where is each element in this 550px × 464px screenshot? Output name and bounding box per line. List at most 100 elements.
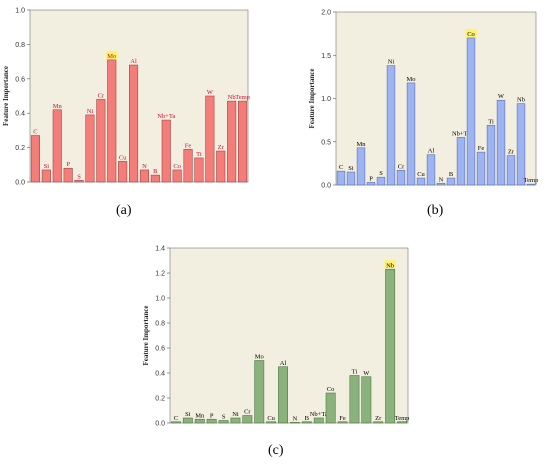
bar — [128, 64, 139, 183]
bar — [237, 100, 248, 183]
y-tick-label: 0.0 — [155, 421, 165, 428]
bar — [107, 59, 117, 183]
bar-label: Zr — [375, 415, 382, 422]
bar-label: Co — [467, 31, 475, 38]
bar-label: Temp — [395, 415, 410, 422]
bar — [346, 171, 356, 186]
bar-label: C — [339, 164, 343, 171]
bar — [150, 174, 160, 183]
bar-label: Si — [185, 411, 191, 418]
bar-label: C — [174, 415, 178, 422]
bar — [161, 119, 171, 183]
bar-label: Ni — [232, 411, 239, 418]
bar — [356, 147, 366, 186]
bar — [349, 375, 360, 424]
bar-label: Si — [44, 163, 50, 170]
bar — [396, 169, 406, 186]
bar — [118, 161, 128, 183]
bar-label: Ni — [87, 108, 94, 115]
bar — [218, 420, 229, 424]
bar-label: S — [379, 170, 383, 177]
caption-c: (c) — [268, 443, 284, 458]
bar — [366, 182, 376, 186]
bar — [254, 360, 265, 424]
bar — [41, 169, 51, 183]
bar-label: B — [449, 171, 454, 178]
bar-label: Co — [327, 386, 335, 393]
bar-label: Fe — [339, 415, 346, 422]
bar-label: C — [33, 129, 37, 136]
highlight-marker — [106, 50, 118, 59]
bar — [506, 155, 516, 186]
bar — [85, 114, 95, 183]
bar-label: Mo — [255, 354, 264, 361]
bar — [406, 82, 416, 186]
bar-label: Al — [130, 58, 137, 65]
bar-label: Ti — [196, 151, 202, 158]
y-tick-label: 1.4 — [155, 246, 165, 253]
bar-label: Si — [348, 165, 354, 172]
bar — [182, 417, 193, 424]
bar-label: S — [222, 414, 226, 421]
bar — [52, 109, 62, 183]
y-tick-label: 2.0 — [321, 10, 331, 17]
bar-label: Nb+Ta — [452, 130, 470, 137]
y-tick-label: 0.5 — [321, 139, 331, 146]
bar-label: P — [210, 412, 214, 419]
bar — [526, 183, 536, 186]
bar — [436, 182, 446, 186]
bar — [446, 177, 456, 186]
bar-label: N — [142, 163, 147, 170]
bar-label: Cr — [244, 409, 251, 416]
y-tick-label: 0.0 — [15, 180, 25, 187]
y-tick-label: 0.4 — [155, 371, 165, 378]
bar — [266, 421, 277, 424]
bar — [278, 366, 288, 424]
bar — [361, 376, 372, 424]
bar — [96, 99, 106, 183]
y-tick-label: 1.0 — [15, 8, 25, 15]
bar — [171, 421, 181, 424]
bar — [194, 418, 205, 424]
bar — [456, 137, 466, 186]
bar — [426, 154, 436, 186]
bar — [74, 179, 84, 183]
bar-label: Fe — [478, 145, 485, 152]
y-axis-label: Feature Importance — [2, 66, 10, 126]
bar-label: Mn — [53, 103, 63, 110]
bar-label: Cu — [417, 171, 425, 178]
y-tick-label: 0.8 — [155, 321, 165, 328]
bar-label: B — [153, 168, 158, 175]
y-tick-label: 0.6 — [15, 76, 25, 83]
bar-label: Mn — [195, 412, 205, 419]
plot-area — [169, 247, 409, 424]
bar-label: N — [293, 415, 298, 422]
caption-a: (a) — [116, 203, 132, 218]
panel-a: 0.0 0.2 0.4 0.6 0.8 1.0 Feature Importance C Si M… — [0, 0, 255, 200]
bar — [172, 169, 182, 183]
bar-label: W — [498, 93, 505, 100]
y-tick-label: 0.4 — [15, 111, 25, 118]
bar-label: Temp — [235, 94, 250, 101]
bar — [376, 176, 386, 186]
chart-c: 0.0 0.2 0.4 0.6 0.8 1.0 1.2 1.4 Feature Importan… — [142, 246, 410, 428]
bar — [313, 417, 324, 424]
bar-label: P — [66, 161, 70, 168]
bar — [337, 421, 348, 424]
bar-label: P — [369, 175, 373, 182]
bar-label: S — [77, 173, 81, 180]
bar-label: W — [363, 370, 370, 377]
bar-label: Mn — [356, 141, 366, 148]
y-axis-label: Feature Importance — [142, 306, 150, 366]
bar — [496, 99, 506, 186]
highlight-marker — [465, 28, 477, 37]
bar — [206, 418, 217, 424]
bar-label: Nb+Ta — [310, 411, 328, 418]
bar-label: W — [207, 89, 214, 96]
y-tick-label: 0.2 — [155, 396, 165, 403]
bar-label: Ni — [388, 59, 395, 66]
y-tick-label: 0.6 — [155, 346, 165, 353]
bar — [373, 421, 384, 424]
bar-label: Nb — [228, 94, 236, 101]
y-tick-label: 1.5 — [321, 53, 331, 60]
